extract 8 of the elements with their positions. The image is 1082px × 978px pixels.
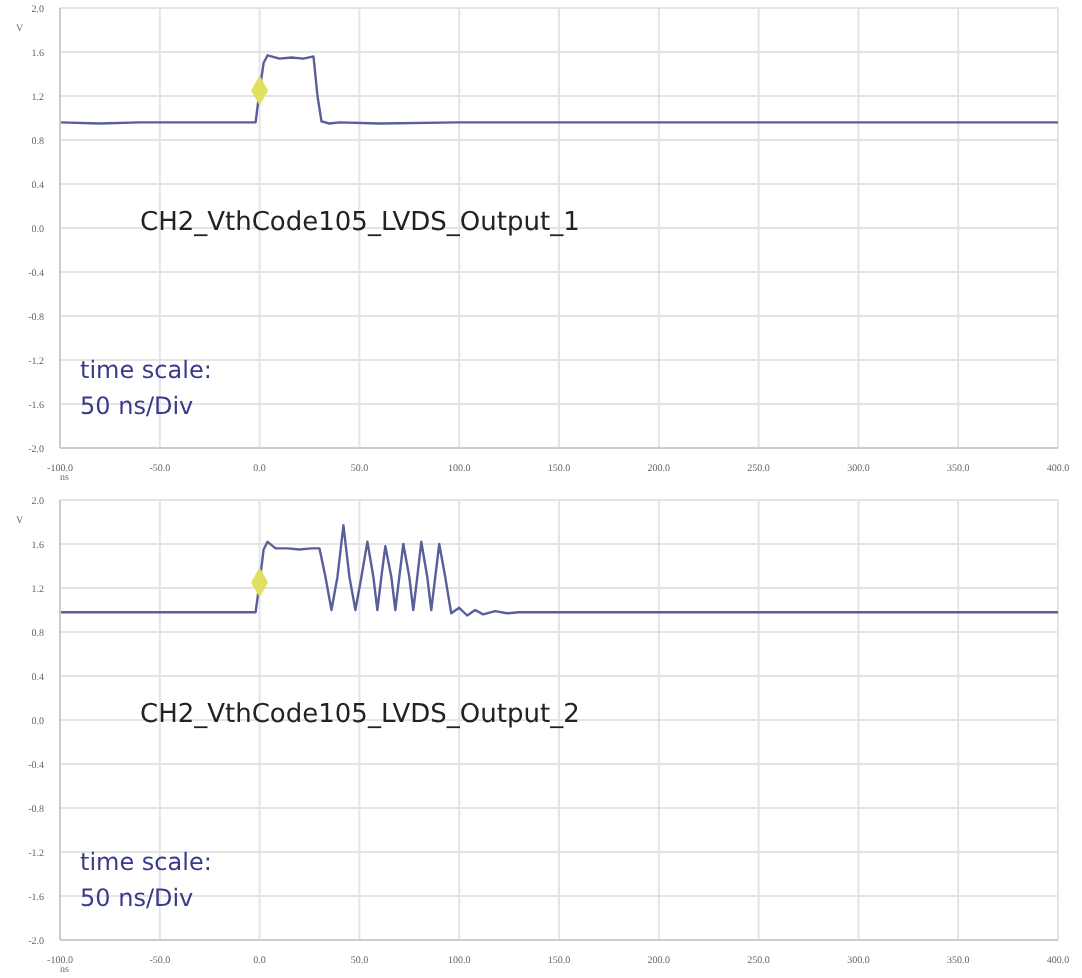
line-series bbox=[60, 54, 1058, 125]
annotation: time scale: bbox=[80, 354, 212, 388]
annotation: 50 ns/Div bbox=[80, 882, 196, 916]
annotation: CH2_VthCode105_LVDS_Output_2 bbox=[140, 700, 580, 730]
annotation: CH2_VthCode105_LVDS_Output_1 bbox=[140, 208, 580, 238]
annotation: 50 ns/Div bbox=[80, 390, 196, 424]
line-series bbox=[60, 524, 1058, 617]
annotation: time scale: bbox=[80, 846, 212, 880]
